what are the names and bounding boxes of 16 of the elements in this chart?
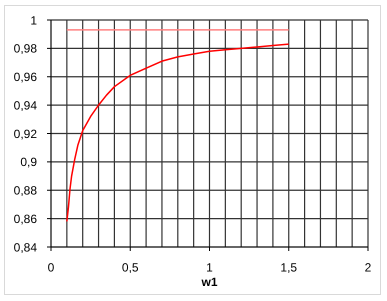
y-tick-label: 0,9	[20, 155, 38, 170]
y-tick-label: 0,92	[14, 126, 38, 141]
x-tick-label: 0	[48, 260, 55, 275]
line-series	[66, 43, 290, 222]
y-tick-label: 0,98	[14, 42, 38, 56]
y-tick-label: 0,84	[14, 240, 38, 254]
x-tick-label: 2	[364, 260, 372, 275]
y-tick-label: 0,86	[14, 212, 38, 226]
y-tick-label: 0,94	[14, 98, 38, 112]
x-tick-label: 1	[206, 260, 214, 275]
y-tick-label: 0,88	[14, 184, 38, 198]
y-tick-label: 0,96	[14, 70, 38, 84]
x-tick-label: 0,5	[122, 260, 139, 275]
x-axis-title: w1	[200, 275, 218, 289]
y-tick-label: 1	[30, 13, 38, 28]
x-tick-label: 1,5	[280, 260, 298, 275]
